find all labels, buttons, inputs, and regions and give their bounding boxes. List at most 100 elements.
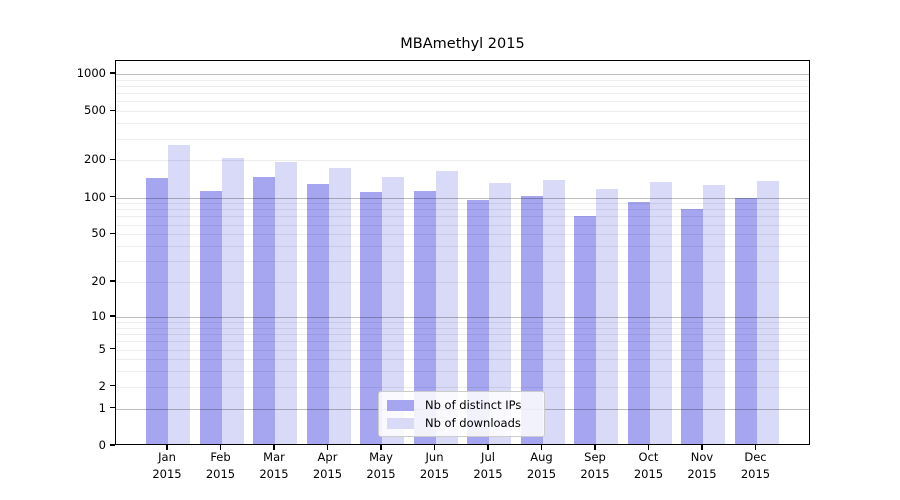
gridline-major bbox=[116, 73, 809, 75]
y-tick-mark bbox=[110, 72, 115, 74]
y-tick-mark bbox=[110, 280, 115, 282]
legend-swatch-downloads bbox=[387, 417, 414, 429]
bar-distinct-ips-aug bbox=[520, 195, 543, 444]
x-tick-year: 2015 bbox=[312, 466, 343, 481]
bar-distinct-ips-jun bbox=[413, 191, 436, 444]
bar-downloads-nov bbox=[703, 184, 725, 444]
legend-swatch-distinct-ips bbox=[387, 399, 414, 411]
plot-area bbox=[115, 60, 810, 445]
bar-downloads-jun bbox=[435, 171, 458, 444]
x-tick-mark bbox=[701, 445, 703, 450]
y-tick-mark bbox=[110, 158, 115, 161]
bar-downloads-mar bbox=[275, 162, 297, 444]
x-tick-month: Feb bbox=[210, 450, 231, 464]
x-tick-year: 2015 bbox=[473, 466, 503, 481]
gridline-major bbox=[116, 316, 809, 318]
gridline-minor bbox=[116, 327, 809, 329]
bar-distinct-ips-feb bbox=[199, 191, 222, 444]
gridline-minor bbox=[116, 224, 809, 226]
chart-title: MBAmethyl 2015 bbox=[400, 36, 525, 52]
x-tick-year: 2015 bbox=[687, 466, 717, 481]
gridline-minor bbox=[116, 160, 809, 162]
gridline-minor bbox=[116, 371, 809, 373]
x-tick-label: Jan 2015 bbox=[132, 449, 202, 482]
x-tick-mark bbox=[540, 445, 543, 450]
y-tick-mark bbox=[110, 315, 115, 317]
x-tick-label: Jul 2015 bbox=[453, 449, 523, 482]
bar-downloads-may bbox=[382, 177, 404, 444]
y-tick-label: 50 bbox=[91, 226, 106, 241]
x-tick-year: 2015 bbox=[259, 466, 289, 481]
bar-distinct-ips-sep bbox=[574, 216, 596, 444]
legend-label-downloads: Nb of downloads bbox=[425, 416, 521, 430]
x-tick-label: May 2015 bbox=[346, 449, 416, 482]
gridline-minor bbox=[116, 85, 809, 87]
gridline-major bbox=[116, 197, 809, 199]
x-tick-year: 2015 bbox=[580, 466, 610, 481]
gridline-minor bbox=[116, 123, 809, 125]
x-tick-mark bbox=[166, 445, 168, 450]
bar-distinct-ips-may bbox=[360, 192, 382, 444]
y-tick-mark bbox=[110, 195, 115, 198]
y-tick-mark bbox=[110, 109, 115, 111]
gridline-minor bbox=[116, 203, 809, 205]
bar-downloads-jul bbox=[489, 182, 511, 444]
x-tick-mark bbox=[433, 445, 436, 450]
x-tick-month: Jan bbox=[158, 450, 176, 464]
y-tick-label: 20 bbox=[91, 274, 106, 288]
x-tick-label: Oct 2015 bbox=[614, 449, 684, 482]
x-tick-label: Sep 2015 bbox=[560, 449, 630, 482]
y-tick-label: 500 bbox=[84, 103, 106, 118]
y-tick-label: 1000 bbox=[76, 65, 106, 80]
x-tick-mark bbox=[647, 445, 650, 450]
x-tick-mark bbox=[326, 445, 329, 450]
y-tick-label: 5 bbox=[98, 341, 106, 356]
x-tick-month: Mar bbox=[263, 450, 285, 464]
y-tick-label: 100 bbox=[84, 189, 106, 204]
bar-downloads-oct bbox=[649, 181, 672, 444]
gridline-minor bbox=[116, 234, 809, 236]
x-tick-label: Jun 2015 bbox=[400, 449, 470, 482]
x-tick-mark bbox=[487, 445, 489, 450]
x-tick-year: 2015 bbox=[633, 466, 664, 481]
gridline-minor bbox=[116, 138, 809, 140]
gridline-minor bbox=[116, 216, 809, 218]
y-tick-mark bbox=[110, 232, 115, 234]
y-tick-label: 2 bbox=[98, 378, 106, 393]
bar-distinct-ips-jul bbox=[467, 199, 489, 444]
x-tick-label: Nov 2015 bbox=[667, 449, 737, 482]
y-tick-label: 0 bbox=[98, 438, 106, 452]
gridline-minor bbox=[116, 261, 809, 263]
x-tick-label: Aug 2015 bbox=[507, 449, 577, 482]
x-tick-month: Jul bbox=[481, 450, 495, 464]
bar-distinct-ips-oct bbox=[627, 202, 650, 444]
bar-distinct-ips-nov bbox=[681, 209, 703, 444]
x-tick-year: 2015 bbox=[205, 466, 236, 481]
bar-distinct-ips-apr bbox=[306, 184, 329, 444]
legend-row-downloads: Nb of downloads bbox=[379, 415, 544, 431]
gridline-minor bbox=[116, 349, 809, 351]
bar-downloads-apr bbox=[328, 167, 351, 444]
x-tick-mark bbox=[380, 445, 382, 450]
x-tick-month: Dec bbox=[744, 450, 767, 464]
y-tick-label: 1 bbox=[98, 400, 106, 415]
gridline-minor bbox=[116, 79, 809, 81]
gridline-minor bbox=[116, 386, 809, 388]
x-tick-month: Sep bbox=[584, 450, 606, 464]
x-tick-year: 2015 bbox=[526, 466, 557, 481]
x-tick-mark bbox=[754, 445, 757, 450]
x-tick-mark bbox=[273, 445, 275, 450]
gridline-minor bbox=[116, 93, 809, 95]
x-tick-month: Jun bbox=[425, 450, 444, 464]
gridline-minor bbox=[116, 359, 809, 361]
y-tick-label: 200 bbox=[84, 152, 106, 167]
gridline-minor bbox=[116, 282, 809, 283]
gridline-minor bbox=[116, 209, 809, 211]
x-tick-year: 2015 bbox=[366, 466, 396, 481]
gridline-minor bbox=[116, 246, 809, 247]
bar-downloads-aug bbox=[542, 179, 565, 444]
bar-downloads-feb bbox=[221, 158, 244, 444]
legend-label-distinct-ips: Nb of distinct IPs bbox=[425, 398, 522, 412]
x-tick-month: May bbox=[369, 450, 393, 464]
